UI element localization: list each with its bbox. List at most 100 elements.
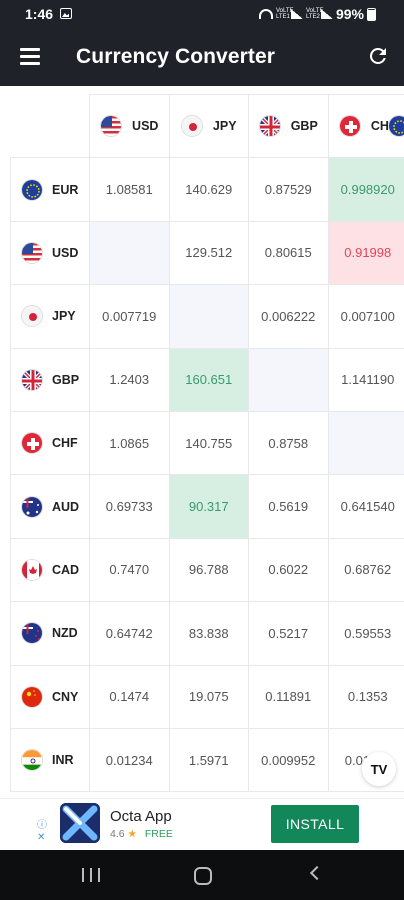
- column-header-gbp[interactable]: GBP: [248, 94, 329, 159]
- column-header-chf[interactable]: CHF: [327, 94, 404, 159]
- navigation-bar: [0, 850, 404, 900]
- recent-apps-icon[interactable]: [82, 868, 100, 882]
- status-time: 1:46: [25, 6, 54, 22]
- rates-table: USD JPY GBP CHF EUR EUR 1.08581140.6290.87529…: [10, 94, 404, 792]
- row-code: EUR: [52, 182, 79, 197]
- rate-cell[interactable]: 83.838: [168, 601, 249, 666]
- rate-cell[interactable]: 0.91998: [327, 220, 404, 286]
- row-code: CNY: [52, 689, 79, 704]
- cn-flag-icon: [21, 685, 43, 708]
- battery-icon: [367, 7, 376, 21]
- rate-cell[interactable]: 129.512: [168, 220, 249, 286]
- column-header-usd[interactable]: USD: [89, 94, 170, 159]
- rate-cell[interactable]: 19.075: [168, 664, 249, 729]
- lte2-label: VoLTE LTE2: [305, 8, 324, 20]
- rates-table-container[interactable]: USD JPY GBP CHF EUR EUR 1.08581140.6290.87529…: [10, 94, 404, 792]
- rate-cell[interactable]: 0.998920: [327, 157, 404, 222]
- ad-banner[interactable]: ⓘ ✕ Octa App 4.6 ★ FREE INSTALL: [0, 798, 404, 850]
- ad-rating: 4.6: [110, 828, 125, 840]
- page-title: Currency Converter: [76, 45, 276, 68]
- us-flag-icon: [100, 115, 123, 138]
- eu-flag-icon: [21, 178, 43, 201]
- rate-cell[interactable]: 0.64742: [89, 601, 170, 666]
- row-header-content: JPY: [11, 305, 89, 328]
- ad-meta: 4.6 ★ FREE: [110, 828, 173, 840]
- install-button[interactable]: INSTALL: [271, 805, 359, 843]
- rate-cell[interactable]: 1.0865: [89, 410, 170, 476]
- rate-cell[interactable]: 0.5217: [248, 601, 329, 666]
- rate-cell[interactable]: 0.006222: [248, 284, 329, 349]
- rate-cell[interactable]: 90.317: [168, 474, 249, 539]
- rate-cell[interactable]: 0.8758: [248, 410, 329, 476]
- top-bar: 1:46 VoLTE LTE1 VoLTE LTE2 99% Currency …: [0, 0, 404, 86]
- us-flag-icon: [21, 241, 43, 264]
- gb-flag-icon: [21, 368, 43, 391]
- rate-cell[interactable]: 0.87529: [248, 157, 329, 222]
- rate-cell[interactable]: 160.651: [168, 347, 249, 412]
- row-header-content: EUR: [11, 178, 89, 201]
- au-flag-icon: [21, 495, 43, 518]
- rate-cell[interactable]: 1.141190: [327, 347, 404, 412]
- wifi-icon: [258, 9, 273, 19]
- adchoices-icon[interactable]: ⓘ ✕: [37, 820, 47, 843]
- ad-app-name[interactable]: Octa App: [110, 808, 172, 825]
- refresh-icon[interactable]: [366, 44, 390, 68]
- rate-cell[interactable]: [327, 410, 404, 476]
- row-header-nzd[interactable]: NZD: [10, 601, 90, 666]
- rate-cell[interactable]: [89, 220, 170, 286]
- jp-flag-icon: [21, 305, 43, 328]
- rate-cell[interactable]: 140.755: [168, 410, 249, 476]
- rate-cell[interactable]: [248, 347, 329, 412]
- rate-cell[interactable]: 0.59553: [327, 601, 404, 666]
- row-header-cny[interactable]: CNY: [10, 664, 90, 729]
- rate-cell[interactable]: 1.5971: [168, 727, 249, 792]
- column-header-jpy[interactable]: JPY: [168, 94, 249, 159]
- rate-cell[interactable]: 0.6022: [248, 537, 329, 603]
- row-header-aud[interactable]: AUD: [10, 474, 90, 539]
- table-row: USD 129.512 0.80615 0.91998: [10, 220, 404, 286]
- row-header-gbp[interactable]: GBP: [10, 347, 90, 412]
- rate-cell[interactable]: 0.007100: [327, 284, 404, 349]
- rate-cell[interactable]: 0.01234: [89, 727, 170, 792]
- rate-cell[interactable]: 96.788: [168, 537, 249, 603]
- row-header-content: INR: [11, 749, 89, 772]
- signal2-icon: [320, 9, 333, 19]
- column-header-content: JPY: [170, 115, 249, 138]
- app-bar: Currency Converter: [0, 28, 404, 86]
- menu-icon[interactable]: [20, 48, 40, 65]
- rate-cell[interactable]: 0.5619: [248, 474, 329, 539]
- rate-cell[interactable]: 0.007719: [89, 284, 170, 349]
- row-header-usd[interactable]: USD: [10, 220, 90, 286]
- table-row: EUR 1.08581 140.629 0.87529 0.998920: [10, 157, 404, 222]
- row-header-content: CAD: [11, 558, 89, 581]
- row-header-content: CNY: [11, 685, 89, 708]
- tradingview-logo-icon[interactable]: TV: [362, 752, 396, 786]
- rate-cell[interactable]: 0.11891: [248, 664, 329, 729]
- status-icons: VoLTE LTE1 VoLTE LTE2 99%: [258, 6, 376, 22]
- rate-cell[interactable]: 1.08581: [89, 157, 170, 222]
- table-row: NZD 0.64742 83.838 0.5217 0.59553: [10, 601, 404, 666]
- octa-app-logo[interactable]: [60, 803, 100, 843]
- rate-cell[interactable]: 0.68762: [327, 537, 404, 603]
- row-header-eur[interactable]: EUR: [10, 157, 90, 222]
- rate-cell[interactable]: 0.80615: [248, 220, 329, 286]
- row-header-content: NZD: [11, 622, 89, 645]
- rate-cell[interactable]: [168, 284, 249, 349]
- rate-cell[interactable]: 1.2403: [89, 347, 170, 412]
- row-header-inr[interactable]: INR: [10, 727, 90, 792]
- back-icon[interactable]: [309, 865, 325, 881]
- row-code: JPY: [52, 309, 76, 324]
- rate-cell[interactable]: 0.69733: [89, 474, 170, 539]
- rate-cell[interactable]: 0.641540: [327, 474, 404, 539]
- rate-cell[interactable]: 0.1474: [89, 664, 170, 729]
- row-header-cad[interactable]: CAD: [10, 537, 90, 603]
- rate-cell[interactable]: 0.009952: [248, 727, 329, 792]
- row-code: AUD: [52, 499, 80, 514]
- rate-cell[interactable]: 0.7470: [89, 537, 170, 603]
- rate-cell[interactable]: 140.629: [168, 157, 249, 222]
- home-icon[interactable]: [194, 867, 212, 885]
- rate-cell[interactable]: 0.1353: [327, 664, 404, 729]
- row-code: NZD: [52, 626, 78, 641]
- row-header-chf[interactable]: CHF: [10, 410, 90, 476]
- row-header-jpy[interactable]: JPY: [10, 284, 90, 349]
